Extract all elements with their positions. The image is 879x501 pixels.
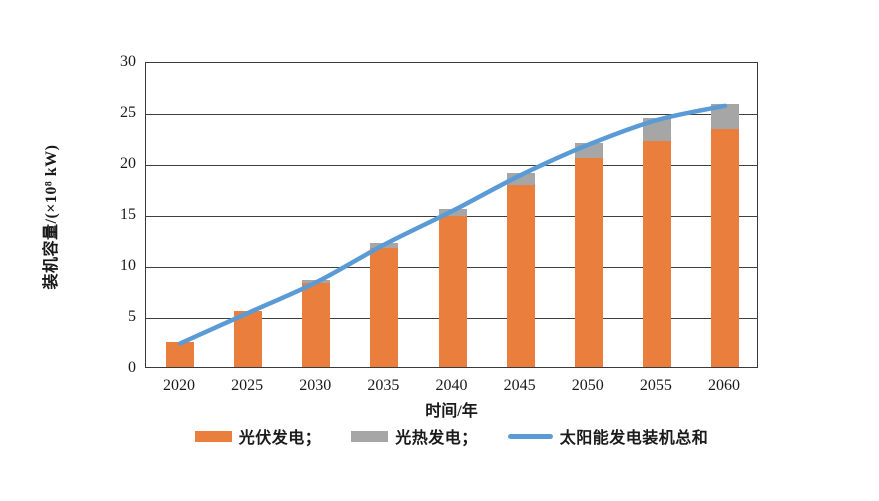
x-tick-label-2060: 2060: [707, 377, 740, 394]
y-tick-label-10: 10: [120, 257, 136, 274]
bar-segment-光热发电-2050: [574, 142, 603, 158]
bar-segment-光热发电-2035: [370, 242, 399, 248]
bar-segment-光伏发电-2020: [166, 341, 195, 367]
y-tick-label-20: 20: [120, 155, 136, 172]
legend-label-1: 光热发电；: [395, 430, 478, 447]
bar-segment-光伏发电-2025: [234, 310, 263, 367]
legend-label-0: 光伏发电；: [238, 430, 322, 447]
y-tick-label-30: 30: [120, 53, 136, 70]
y-tick-label-5: 5: [128, 308, 136, 325]
legend-swatch-0-rect-icon: [194, 430, 232, 442]
bar-segment-光热发电-2060: [710, 103, 739, 130]
x-axis-title: 时间/年: [425, 403, 478, 420]
x-tick-label-2035: 2035: [367, 377, 400, 394]
x-tick-label-2050: 2050: [571, 377, 604, 394]
bar-segment-光伏发电-2060: [710, 129, 739, 367]
x-tick-label-2045: 2045: [503, 377, 536, 394]
x-tick-label-2025: 2025: [231, 377, 264, 394]
plot-area: [145, 62, 758, 368]
bar-segment-光热发电-2040: [438, 208, 467, 217]
legend-swatch-2-line-icon: [507, 433, 553, 439]
bar-segment-光伏发电-2040: [438, 216, 467, 367]
legend-swatch-1-rect-icon: [351, 430, 389, 442]
x-tick-label-2055: 2055: [639, 377, 672, 394]
y-tick-label-15: 15: [120, 206, 136, 223]
bar-segment-光伏发电-2050: [574, 157, 603, 367]
legend: 光伏发电； 光热发电； 太阳能发电装机总和: [145, 423, 758, 449]
y-axis-title: 装机容量/(×10⁸ kW): [43, 144, 60, 290]
bar-segment-光热发电-2045: [506, 173, 535, 186]
x-tick-label-2040: 2040: [435, 377, 468, 394]
bar-segment-光热发电-2055: [642, 118, 671, 141]
bar-segment-光伏发电-2045: [506, 185, 535, 367]
legend-item-1: 光热发电；: [351, 424, 478, 448]
gridline-25: [146, 114, 757, 115]
legend-label-2: 太阳能发电装机总和: [559, 430, 709, 447]
bar-segment-光伏发电-2035: [370, 247, 399, 367]
bar-segment-光伏发电-2030: [302, 283, 331, 367]
legend-item-2: 太阳能发电装机总和: [507, 424, 709, 448]
y-tick-label-25: 25: [120, 104, 136, 121]
legend-item-0: 光伏发电；: [194, 424, 322, 448]
x-tick-label-2030: 2030: [299, 377, 332, 394]
x-tick-label-2020: 2020: [163, 377, 196, 394]
y-tick-label-0: 0: [128, 359, 136, 376]
bar-segment-光热发电-2030: [302, 280, 331, 284]
bar-segment-光伏发电-2055: [642, 140, 671, 367]
